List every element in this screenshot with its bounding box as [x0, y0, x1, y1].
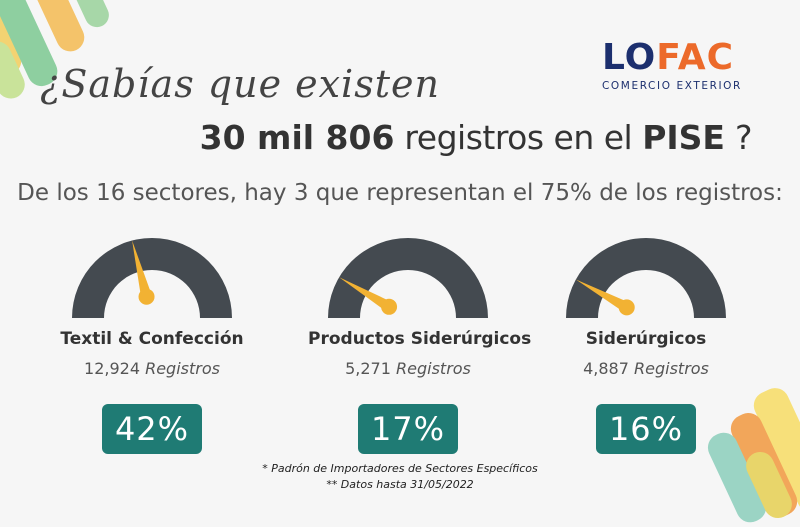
- percent-badge: 16%: [596, 404, 696, 454]
- footnote-fecha: ** Datos hasta 31/05/2022: [326, 478, 474, 491]
- logo-wordmark: LOFAC: [602, 37, 735, 78]
- gauge-textil: [72, 238, 232, 318]
- headline-qmark: ?: [724, 118, 753, 157]
- gauge-productos-siderurgicos: [328, 238, 488, 318]
- lofac-logo: LOFAC COMERCIO EXTERIOR: [602, 37, 742, 93]
- gauge-track: [566, 238, 726, 318]
- headline-question: ¿Sabías que existen: [40, 62, 440, 106]
- gauge-needle: [132, 240, 152, 299]
- sector-card-textil: Textil & Confección 12,924 Registros 42%: [52, 228, 252, 454]
- sector-name: Textil & Confección: [60, 329, 244, 349]
- gauge-siderurgicos: [566, 238, 726, 318]
- gauge-track: [72, 238, 232, 318]
- percent-badge: 42%: [102, 404, 202, 454]
- footnote-padron: * Padrón de Importadores de Sectores Esp…: [262, 462, 538, 475]
- gauge-track: [328, 238, 488, 318]
- logo-tagline: COMERCIO EXTERIOR: [602, 80, 742, 92]
- sector-card-productos-siderurgicos: Productos Siderúrgicos 5,271 Registros 1…: [308, 228, 532, 454]
- percent-badge: 17%: [358, 404, 458, 454]
- gauge-needle-cap: [381, 298, 398, 315]
- headline-stat: 30 mil 806 registros en el PISE ?: [199, 118, 753, 157]
- sector-count: 4,887 Registros: [583, 359, 709, 378]
- subheadline: De los 16 sectores, hay 3 que representa…: [17, 180, 783, 206]
- sector-name: Productos Siderúrgicos: [308, 329, 532, 349]
- gauge-needle-cap: [138, 288, 155, 305]
- sector-name: Siderúrgicos: [585, 329, 707, 349]
- sector-count: 12,924 Registros: [84, 359, 220, 378]
- gauge-needle-cap: [618, 299, 635, 316]
- gauge-needle: [339, 277, 392, 312]
- gauge-needle: [575, 279, 630, 313]
- sector-card-siderurgicos: Siderúrgicos 4,887 Registros 16%: [546, 228, 746, 454]
- headline-pise: PISE: [642, 118, 725, 157]
- sector-count: 5,271 Registros: [345, 359, 471, 378]
- headline-number: 30 mil 806: [199, 118, 395, 157]
- headline-text: registros en el: [394, 118, 643, 157]
